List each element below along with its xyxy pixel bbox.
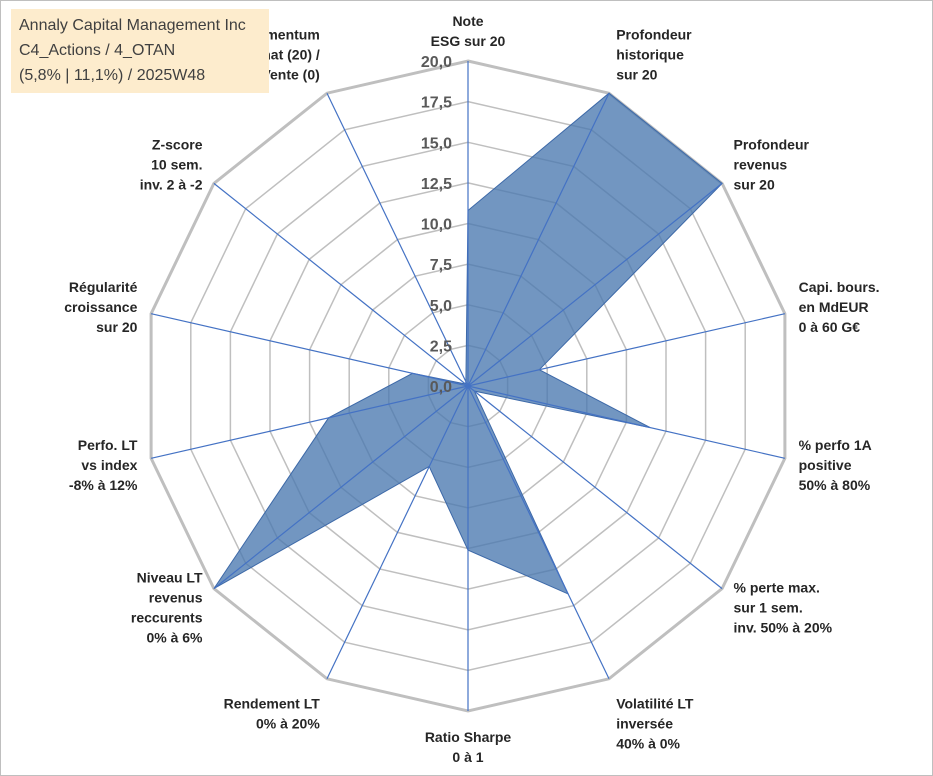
info-box: Annaly Capital Management Inc C4_Actions… bbox=[11, 9, 269, 93]
spoke-4 bbox=[467, 385, 786, 459]
spoke-5 bbox=[467, 385, 723, 590]
axis-label-0: Note ESG sur 20 bbox=[431, 13, 506, 49]
category-label: C4_Actions / 4_OTAN bbox=[19, 42, 176, 59]
axis-label-12-line-1: 10 sem. bbox=[151, 157, 202, 173]
axis-label-1-line-1: historique bbox=[616, 46, 684, 62]
axis-label-8-line-0: Rendement LT bbox=[224, 696, 321, 712]
spoke-11 bbox=[150, 313, 469, 387]
axis-label-3-line-0: Capi. bours. bbox=[799, 279, 880, 295]
axis-label-6-line-1: inversée bbox=[616, 716, 673, 732]
axis-label-9-line-3: 0% à 6% bbox=[146, 629, 203, 645]
axis-label-9-line-2: reccurents bbox=[131, 609, 203, 625]
axis-label-3-line-2: 0 à 60 G€ bbox=[799, 319, 861, 335]
radar-axis-labels: Note ESG sur 20 Profondeur historique sur 20… bbox=[64, 13, 879, 765]
axis-label-11-line-1: croissance bbox=[64, 299, 137, 315]
company-name: Annaly Capital Management Inc bbox=[19, 17, 246, 34]
axis-label-10-line-2: -8% à 12% bbox=[69, 477, 138, 493]
axis-label-10: Perfo. LT vs index -8% à 12% bbox=[69, 437, 138, 493]
spoke-2 bbox=[467, 182, 723, 387]
axis-label-12-line-0: Z-score bbox=[152, 137, 203, 153]
axis-label-12-line-2: inv. 2 à -2 bbox=[140, 177, 203, 193]
axis-label-11-line-0: Régularité bbox=[69, 279, 138, 295]
spoke-1 bbox=[467, 92, 610, 387]
axis-label-3-line-1: en MdEUR bbox=[799, 299, 869, 315]
axis-label-2-line-2: sur 20 bbox=[734, 177, 775, 193]
radar-tick-labels: 0,0 2,5 5,0 7,5 10,0 12,5 15,0 17,5 20,0 bbox=[421, 54, 452, 396]
stats-label: (5,8% | 11,1%) / 2025W48 bbox=[19, 67, 206, 84]
spoke-8 bbox=[326, 385, 469, 680]
tick-label-1: 2,5 bbox=[430, 338, 452, 355]
tick-label-6: 15,0 bbox=[421, 135, 452, 152]
tick-label-2: 5,0 bbox=[430, 298, 452, 315]
axis-label-2: Profondeur revenus sur 20 bbox=[734, 137, 810, 193]
spoke-13 bbox=[326, 92, 469, 387]
spoke-6 bbox=[467, 385, 610, 680]
spoke-10 bbox=[150, 385, 469, 459]
axis-label-6-line-2: 40% à 0% bbox=[616, 736, 680, 752]
axis-label-2-line-0: Profondeur bbox=[734, 137, 810, 153]
spoke-9 bbox=[213, 385, 469, 590]
axis-label-4-line-0: % perfo 1A bbox=[799, 437, 872, 453]
axis-label-8-line-1: 0% à 20% bbox=[256, 716, 320, 732]
axis-label-4: % perfo 1A positive 50% à 80% bbox=[799, 437, 872, 493]
axis-label-1-line-2: sur 20 bbox=[616, 66, 657, 82]
axis-label-9-line-1: revenus bbox=[149, 589, 203, 605]
axis-label-1-line-0: Profondeur bbox=[616, 26, 692, 42]
axis-label-11-line-2: sur 20 bbox=[96, 319, 137, 335]
axis-label-7-line-0: Ratio Sharpe bbox=[425, 729, 512, 745]
axis-label-5: % perte max. sur 1 sem. inv. 50% à 20% bbox=[734, 579, 833, 635]
axis-label-13-line-2: Vente (0) bbox=[261, 66, 319, 82]
axis-label-6: Volatilité LT inversée 40% à 0% bbox=[616, 696, 694, 752]
axis-label-0-line-0: Note bbox=[452, 13, 483, 29]
tick-label-7: 17,5 bbox=[421, 95, 452, 112]
axis-label-7-line-1: 0 à 1 bbox=[452, 749, 483, 765]
spoke-12 bbox=[213, 182, 469, 387]
axis-label-0-line-1: ESG sur 20 bbox=[431, 33, 506, 49]
axis-label-10-line-0: Perfo. LT bbox=[78, 437, 138, 453]
radar-spokes bbox=[150, 61, 786, 711]
axis-label-9-line-0: Niveau LT bbox=[137, 569, 203, 585]
tick-label-3: 7,5 bbox=[430, 257, 452, 274]
spoke-3 bbox=[467, 313, 786, 387]
tick-label-5: 12,5 bbox=[421, 176, 452, 193]
axis-label-9: Niveau LT revenus reccurents 0% à 6% bbox=[131, 569, 203, 645]
axis-label-1: Profondeur historique sur 20 bbox=[616, 26, 692, 82]
axis-label-5-line-2: inv. 50% à 20% bbox=[734, 619, 833, 635]
axis-label-5-line-1: sur 1 sem. bbox=[734, 599, 803, 615]
axis-label-7: Ratio Sharpe 0 à 1 bbox=[425, 729, 512, 765]
axis-label-12: Z-score 10 sem. inv. 2 à -2 bbox=[140, 137, 203, 193]
axis-label-6-line-0: Volatilité LT bbox=[616, 696, 694, 712]
axis-label-2-line-1: revenus bbox=[734, 157, 788, 173]
tick-label-4: 10,0 bbox=[421, 217, 452, 234]
axis-label-3: Capi. bours. en MdEUR 0 à 60 G€ bbox=[799, 279, 880, 335]
axis-label-5-line-0: % perte max. bbox=[734, 579, 820, 595]
axis-label-4-line-1: positive bbox=[799, 457, 852, 473]
axis-label-4-line-2: 50% à 80% bbox=[799, 477, 871, 493]
axis-label-8: Rendement LT 0% à 20% bbox=[224, 696, 321, 732]
tick-label-0: 0,0 bbox=[430, 379, 452, 396]
tick-label-8: 20,0 bbox=[421, 54, 452, 71]
axis-label-11: Régularité croissance sur 20 bbox=[64, 279, 137, 335]
axis-label-10-line-1: vs index bbox=[81, 457, 137, 473]
